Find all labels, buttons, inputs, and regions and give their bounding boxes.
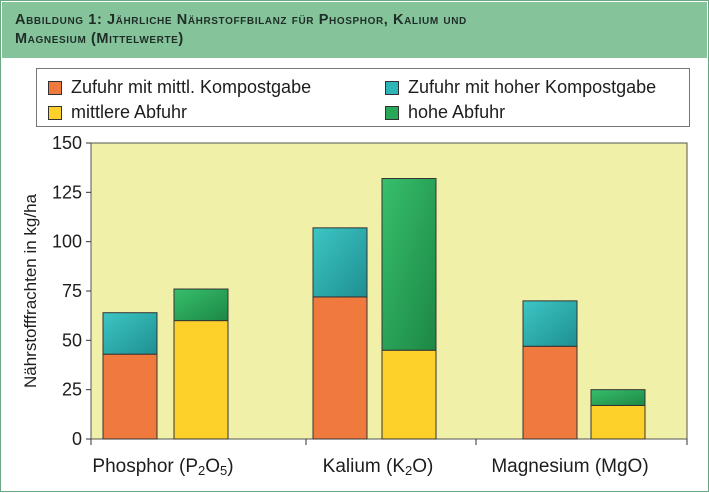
legend-item-zufuhr-mittel: Zufuhr mit mittl. Kompostgabe	[48, 77, 311, 98]
figure-title-line-2: Magnesium (Mittelwerte)	[15, 31, 184, 47]
legend-swatch-abfuhr-hoch	[385, 105, 399, 120]
bar-abfuhr-mittel-0	[173, 320, 229, 440]
x-category-kalium: Kalium (K2O)	[322, 456, 434, 478]
y-tick-label: 150	[52, 133, 82, 153]
y-axis-label: Nährstofffrachten in kg/ha	[21, 193, 40, 389]
bar-zufuhr-mittel-1	[312, 296, 368, 440]
bar-zufuhr-hoch-1	[312, 227, 368, 298]
bar-abfuhr-hoch-0	[173, 288, 229, 322]
bar-zufuhr-hoch-0	[102, 312, 158, 355]
legend-swatch-zufuhr-hoch	[385, 80, 399, 95]
legend-swatch-abfuhr-mittel	[48, 105, 62, 120]
y-tick-label: 100	[52, 232, 82, 252]
legend-label-abfuhr-mittel: mittlere Abfuhr	[71, 102, 188, 122]
x-category-magnesium: Magnesium (MgO)	[491, 456, 649, 477]
legend-label-zufuhr-hoch: Zufuhr mit hoher Kompostgabe	[408, 77, 657, 97]
legend-label-zufuhr-mittel: Zufuhr mit mittl. Kompostgabe	[71, 77, 312, 97]
bar-zufuhr-hoch-2	[522, 300, 578, 347]
y-tick-label: 125	[52, 182, 82, 202]
bar-zufuhr-mittel-2	[522, 345, 578, 440]
bar-abfuhr-mittel-1	[381, 349, 437, 440]
bar-zufuhr-mittel-0	[102, 353, 158, 440]
y-tick-label: 75	[62, 281, 82, 301]
y-tick-label: 0	[72, 429, 82, 449]
legend-label-abfuhr-hoch: hohe Abfuhr	[408, 102, 506, 122]
legend-swatch-zufuhr-mittel	[48, 80, 62, 95]
y-tick-label: 25	[62, 380, 82, 400]
figure-title-line-1: Abbildung 1: Jährliche Nährstoffbilanz f…	[15, 12, 467, 28]
x-category-phosphor: Phosphor (P2O5)	[92, 456, 234, 478]
legend-item-zufuhr-hoch: Zufuhr mit hoher Kompostgabe	[385, 77, 656, 98]
bar-abfuhr-hoch-2	[590, 389, 646, 406]
y-tick-label: 50	[62, 330, 82, 350]
chart-legend: Zufuhr mit mittl. Kompostgabe Zufuhr mit…	[36, 68, 690, 127]
figure-title: Abbildung 1: Jährliche Nährstoffbilanz f…	[2, 2, 707, 58]
legend-item-abfuhr-mittel: mittlere Abfuhr	[48, 102, 187, 123]
bar-abfuhr-mittel-2	[590, 404, 646, 440]
legend-item-abfuhr-hoch: hohe Abfuhr	[385, 102, 505, 123]
bar-abfuhr-hoch-1	[381, 178, 437, 351]
